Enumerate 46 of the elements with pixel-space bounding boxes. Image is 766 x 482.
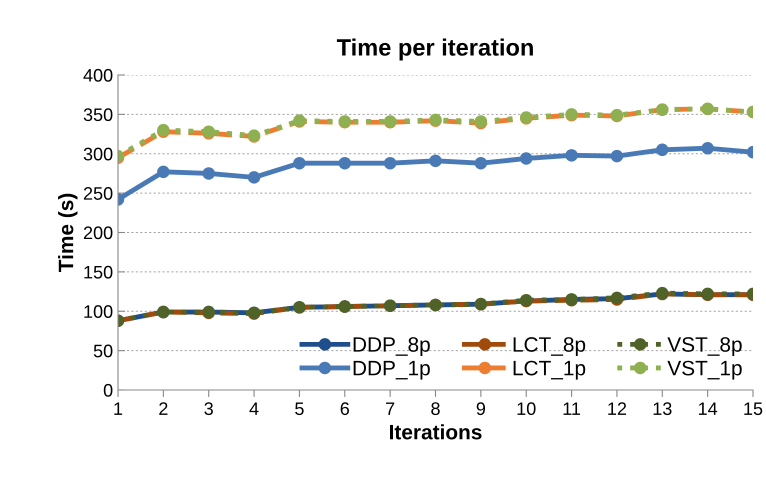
point — [520, 152, 532, 165]
point — [202, 167, 215, 180]
legend-label: VST_8p — [667, 337, 742, 356]
x-tick-label: 3 — [204, 402, 213, 416]
point — [656, 144, 669, 156]
point — [701, 142, 714, 154]
x-tick-label: 14 — [698, 402, 718, 415]
point — [338, 156, 352, 170]
y-axis-title: Time (s) — [58, 194, 78, 272]
y-tick-label: 100 — [84, 305, 112, 318]
x-tick-label: 15 — [744, 402, 762, 416]
x-tick-label: 9 — [476, 402, 486, 416]
point — [565, 149, 578, 162]
x-tick-label: 1 — [114, 402, 122, 415]
x-tick-label: 11 — [564, 402, 580, 415]
y-tick-label: 200 — [84, 226, 112, 240]
point — [384, 156, 396, 170]
x-tick-label: 6 — [340, 402, 350, 416]
x-tick-label: 10 — [518, 402, 536, 416]
x-axis-title: Iterations — [390, 424, 482, 440]
y-tick-label: 400 — [83, 68, 112, 82]
x-tick-label: 13 — [654, 402, 672, 416]
x-tick-label: 12 — [608, 402, 626, 415]
point — [610, 150, 624, 162]
point — [429, 154, 442, 168]
x-tick-label: 7 — [386, 402, 394, 415]
y-tick-label: 150 — [84, 266, 112, 279]
y-tick-label: 0 — [104, 384, 112, 397]
y-tick-label: 50 — [94, 344, 112, 358]
point — [248, 171, 260, 184]
legend-label: LCT_1p — [514, 360, 586, 380]
y-tick-label: 350 — [84, 108, 112, 122]
x-tick-label: 5 — [295, 402, 304, 416]
point — [474, 156, 488, 170]
x-tick-label: 4 — [249, 402, 259, 415]
point — [293, 156, 306, 170]
legend-label: LCT_8p — [514, 337, 586, 356]
legend-label: VST_1p — [667, 360, 742, 380]
y-tick-label: 300 — [84, 148, 112, 160]
chart-title: Time per iteration — [336, 38, 533, 60]
x-tick-label: 8 — [431, 402, 440, 416]
x-tick-label: 2 — [159, 402, 168, 415]
legend-label: DDP_8p — [354, 337, 430, 356]
legend-label: DDP_1p — [354, 360, 430, 380]
y-tick-label: 250 — [84, 187, 112, 200]
point — [157, 166, 170, 178]
